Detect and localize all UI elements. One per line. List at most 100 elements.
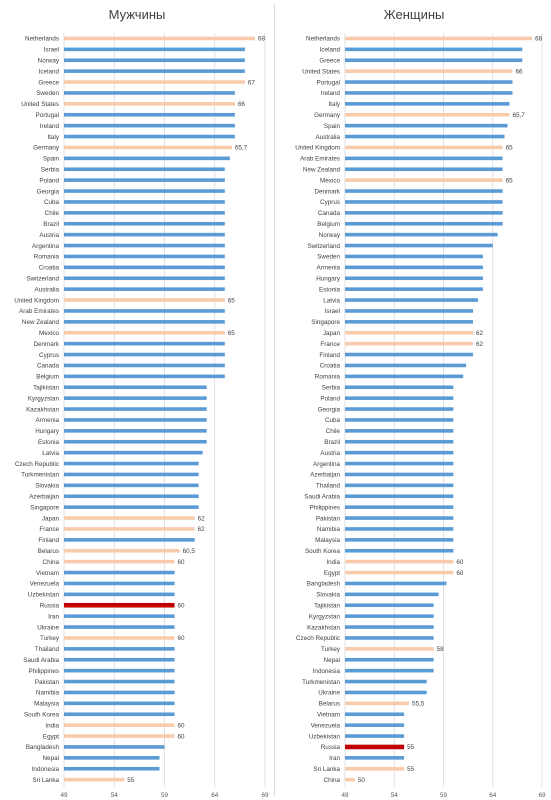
category-label: Kyrgyzstan — [28, 395, 60, 402]
bar — [64, 123, 235, 128]
bar — [64, 756, 160, 760]
bar — [345, 363, 467, 368]
category-label: Arab Emirates — [19, 308, 59, 315]
bar — [345, 320, 474, 324]
bar — [64, 668, 175, 673]
category-label: Denmark — [33, 341, 59, 348]
bar — [345, 123, 508, 128]
bar — [64, 602, 175, 608]
bar — [345, 592, 439, 597]
bar — [64, 483, 199, 488]
category-label: Arab Emirates — [300, 156, 340, 163]
category-label: Serbia — [322, 384, 341, 391]
category-label: Finland — [319, 352, 340, 359]
category-label: Turkey — [40, 635, 60, 642]
category-label: Canada — [37, 363, 60, 370]
bar — [64, 548, 180, 553]
category-label: Australia — [35, 286, 60, 293]
category-label: Sri Lanka — [313, 766, 340, 773]
category-label: Finland — [38, 537, 59, 544]
category-label: Slovakia — [316, 592, 340, 599]
category-label: Tajikistan — [314, 602, 340, 609]
bar — [64, 221, 225, 226]
category-label: Estonia — [38, 439, 60, 446]
category-label: Russia — [321, 744, 341, 751]
category-label: Russia — [40, 602, 60, 609]
x-tick-label: 49 — [60, 792, 68, 799]
category-label: France — [320, 341, 340, 348]
category-label: Indonesia — [313, 668, 341, 675]
category-label: Croatia — [320, 363, 341, 370]
data-label: 65 — [228, 297, 236, 304]
data-label: 62 — [476, 330, 484, 337]
x-tick-label: 69 — [538, 792, 546, 799]
category-label: Israel — [325, 308, 340, 315]
bar — [345, 396, 454, 400]
category-label: Hungary — [316, 275, 341, 282]
bar — [64, 429, 207, 433]
bar — [64, 527, 195, 531]
category-label: Turkey — [321, 646, 341, 653]
category-label: China — [43, 559, 60, 566]
bar — [345, 47, 523, 52]
bar — [345, 102, 510, 106]
bar — [345, 374, 464, 379]
category-label: Belarus — [319, 701, 340, 708]
bar — [64, 690, 175, 695]
bar — [345, 505, 454, 509]
category-label: Saudi Arabia — [304, 493, 340, 500]
bar — [345, 134, 505, 139]
bar — [64, 472, 199, 477]
category-label: Estonia — [319, 286, 341, 293]
category-label: Croatia — [39, 265, 60, 272]
category-label: Poland — [39, 177, 59, 184]
bar — [64, 320, 225, 324]
category-label: Japan — [323, 330, 341, 337]
bar — [345, 232, 498, 237]
bar — [64, 309, 225, 313]
bar — [345, 221, 503, 226]
category-label: United Kingdom — [295, 145, 340, 152]
x-tick-label: 59 — [440, 792, 448, 799]
bar — [345, 647, 434, 651]
data-label: 65,7 — [235, 145, 248, 152]
bar — [64, 516, 195, 520]
bar — [345, 494, 454, 499]
panel-divider — [274, 4, 275, 796]
bar — [64, 211, 225, 215]
category-label: Austria — [320, 450, 340, 457]
category-label: Thailand — [316, 483, 341, 490]
category-label: Norway — [38, 57, 60, 64]
category-label: Ireland — [321, 90, 341, 97]
category-label: New Zealand — [22, 319, 60, 326]
bar — [345, 112, 510, 117]
bar — [64, 570, 175, 575]
x-tick-label: 59 — [161, 792, 169, 799]
category-label: Netherlands — [25, 36, 59, 43]
category-label: Bangladesh — [26, 744, 60, 751]
category-label: Mexico — [320, 177, 340, 184]
data-label: 60 — [178, 602, 186, 609]
category-label: Uzbekistan — [309, 733, 341, 740]
men-chart-panel: Мужчины 49 54 59 64 69 Netherlands 68 Israel Nor… — [0, 0, 274, 800]
bar — [64, 505, 199, 509]
bar — [64, 396, 207, 400]
bar — [64, 243, 225, 248]
category-label: Norway — [319, 232, 341, 239]
bar — [345, 756, 405, 760]
bar — [345, 407, 454, 411]
bar — [345, 167, 503, 172]
category-label: Kazakhstan — [26, 406, 59, 413]
bar — [64, 592, 175, 597]
men-bar-chart: 49 54 59 64 69 Netherlands 68 Israel Norway Icela… — [14, 33, 269, 799]
bar — [345, 211, 503, 215]
x-tick-label: 69 — [261, 792, 269, 799]
bar — [345, 657, 434, 662]
data-label: 66 — [515, 68, 523, 75]
data-label: 50 — [358, 777, 366, 784]
bar — [345, 701, 410, 706]
data-label: 62 — [198, 515, 206, 522]
category-label: Italy — [47, 134, 59, 141]
category-label: Ukraine — [318, 690, 340, 697]
category-label: Philippines — [29, 668, 59, 675]
